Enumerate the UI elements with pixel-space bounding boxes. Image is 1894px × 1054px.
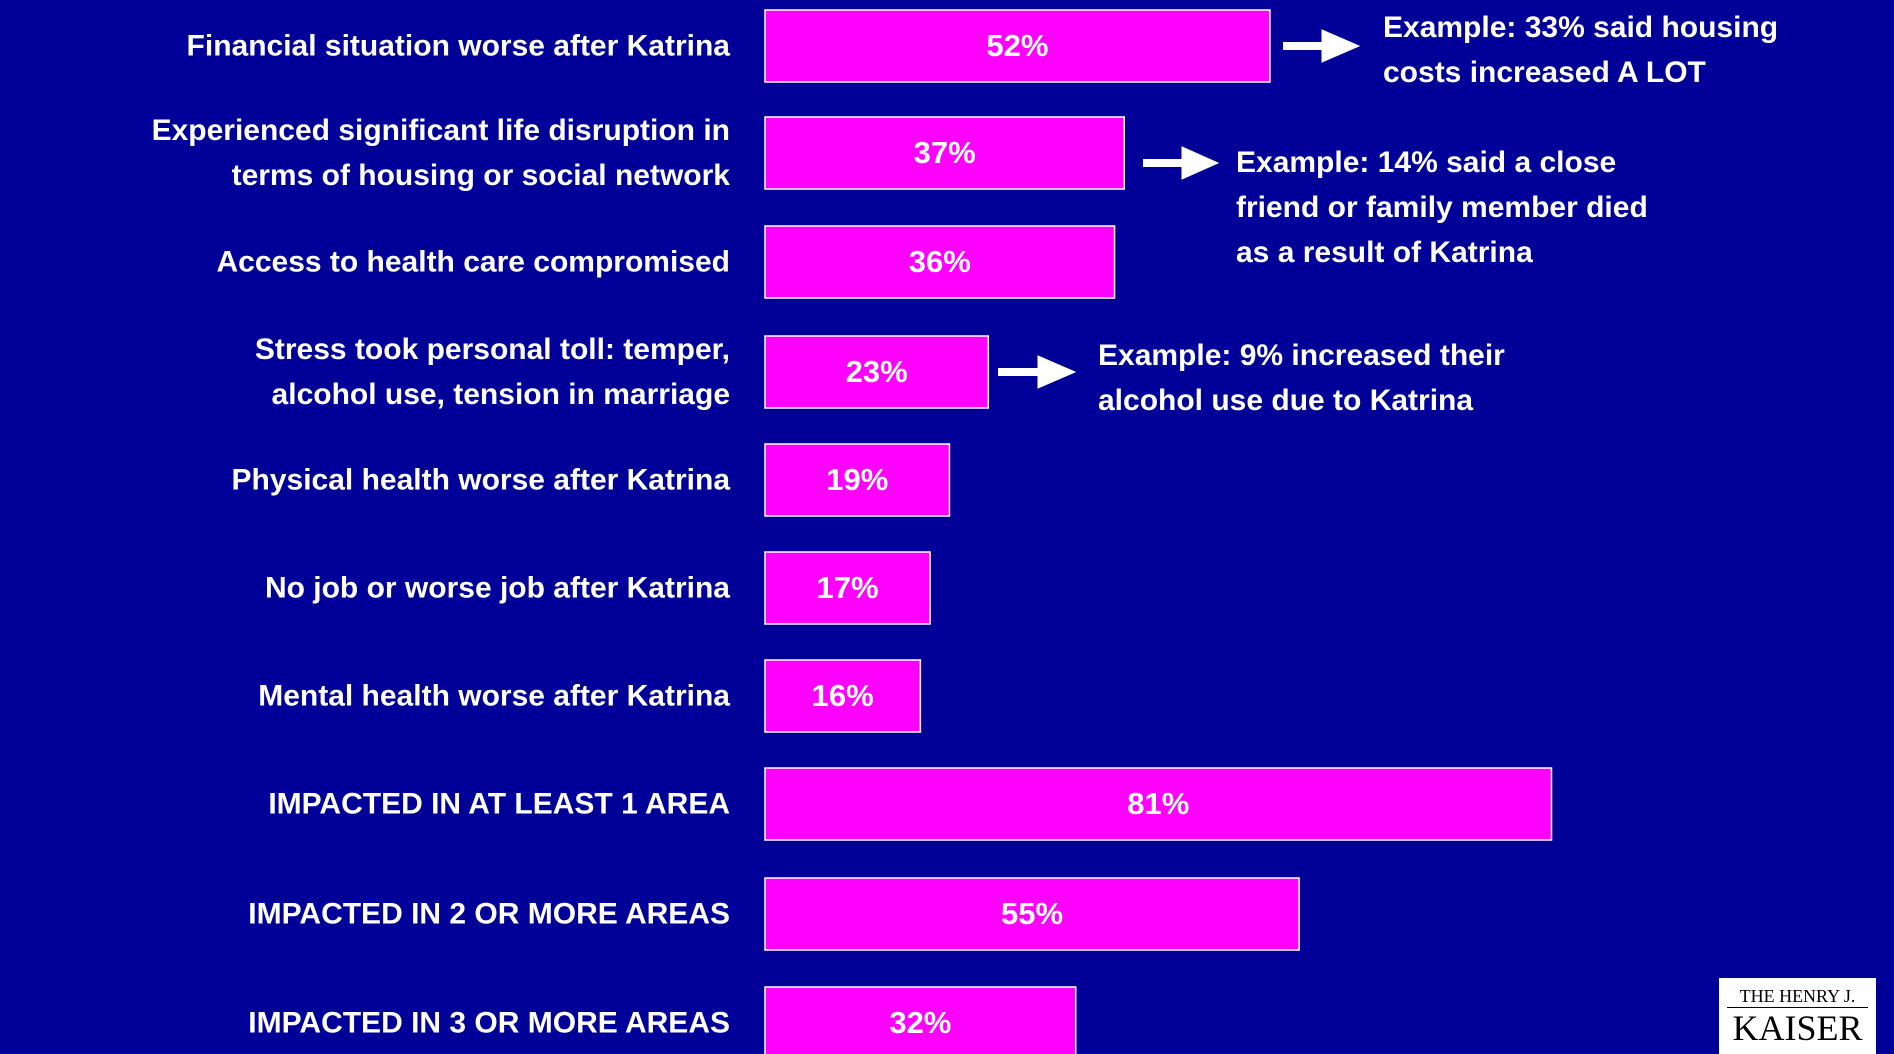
logo-text: THE HENRY J. bbox=[1727, 986, 1868, 1008]
bar bbox=[764, 986, 1077, 1054]
category-label: Financial situation worse after Katrina bbox=[186, 29, 730, 63]
value-label: 23% bbox=[846, 354, 908, 389]
category-label: IMPACTED IN 2 OR MORE AREAS bbox=[248, 897, 730, 931]
arrows bbox=[998, 29, 1361, 389]
value-label: 16% bbox=[812, 678, 874, 713]
logo: THE HENRY J. KAISER bbox=[1719, 978, 1876, 1054]
bar bbox=[764, 443, 951, 517]
category-label: Experienced significant life disruption … bbox=[151, 114, 730, 192]
category-label: IMPACTED IN 3 OR MORE AREAS bbox=[248, 1006, 730, 1040]
annotation: Example: 9% increased their alcohol use … bbox=[1098, 339, 1505, 417]
bar bbox=[764, 335, 990, 409]
bar bbox=[764, 551, 931, 625]
value-label: 52% bbox=[986, 28, 1048, 63]
arrow bbox=[998, 355, 1077, 389]
bar bbox=[764, 767, 1553, 841]
value-label: 37% bbox=[914, 135, 976, 170]
annotation: Example: 33% said housing costs increase… bbox=[1383, 11, 1779, 89]
value-label: 81% bbox=[1127, 786, 1189, 821]
bar bbox=[764, 9, 1271, 83]
category-label: No job or worse job after Katrina bbox=[264, 571, 730, 605]
category-label: IMPACTED IN AT LEAST 1 AREA bbox=[268, 787, 730, 821]
category-label: Access to health care compromised bbox=[216, 245, 730, 279]
value-label: 32% bbox=[889, 1005, 951, 1040]
category-label: Mental health worse after Katrina bbox=[258, 679, 730, 713]
value-label: 19% bbox=[826, 462, 888, 497]
bar bbox=[764, 225, 1116, 299]
arrow bbox=[1283, 29, 1361, 63]
bar bbox=[764, 659, 922, 733]
category-label: Physical health worse after Katrina bbox=[231, 463, 730, 497]
value-label: 17% bbox=[817, 570, 879, 605]
bar bbox=[764, 116, 1126, 190]
annotation: Example: 14% said a close friend or fami… bbox=[1236, 146, 1648, 269]
arrow bbox=[1143, 146, 1220, 180]
value-label: 36% bbox=[909, 244, 971, 279]
category-label: Stress took personal toll: temper, alcoh… bbox=[254, 333, 730, 411]
logo-text: KAISER bbox=[1732, 1008, 1863, 1048]
bar bbox=[764, 877, 1300, 951]
value-label: 55% bbox=[1001, 896, 1063, 931]
